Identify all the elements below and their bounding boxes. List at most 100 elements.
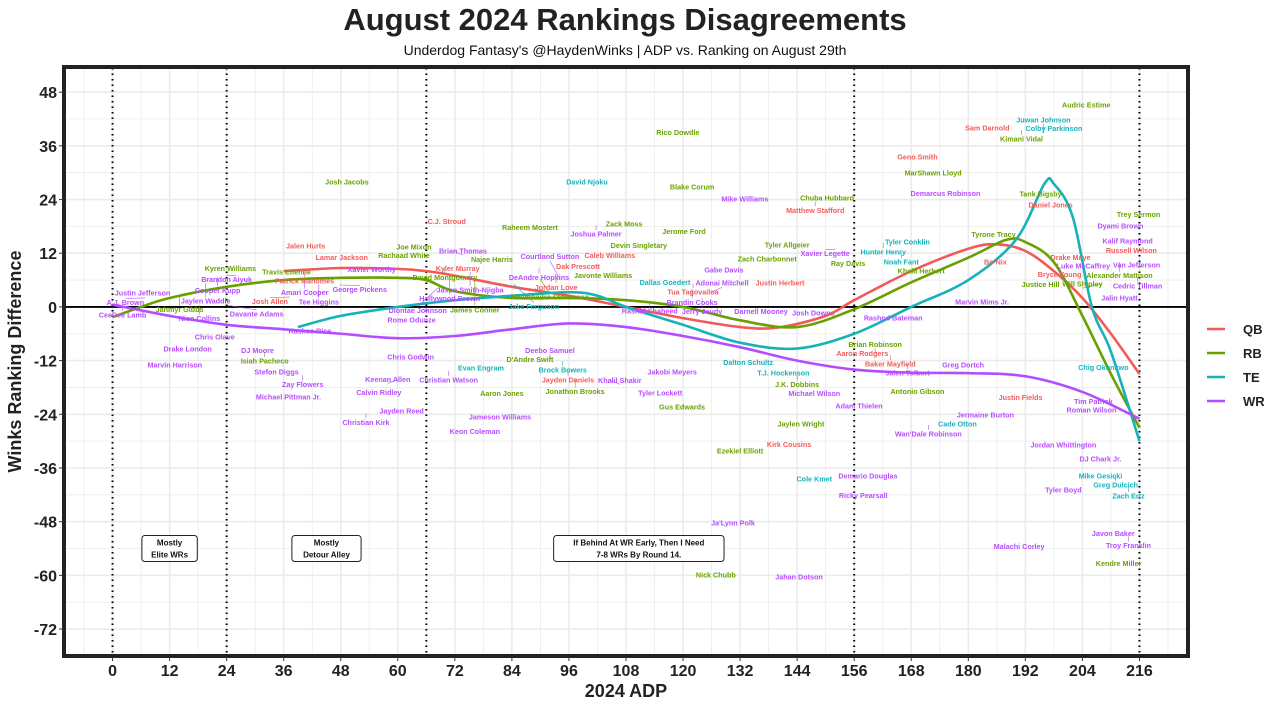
- label-leader-line: [1082, 283, 1103, 289]
- player-label: MarShawn Lloyd: [905, 169, 962, 178]
- player-label: Blake Corum: [670, 183, 714, 192]
- label-leader-line: [226, 304, 257, 311]
- y-tick-label: -48: [34, 515, 57, 532]
- y-tick-label: -72: [34, 622, 57, 639]
- x-tick-label: 132: [727, 663, 754, 680]
- player-label: Ja'Lynn Polk: [711, 519, 755, 528]
- player-label: Antonio Gibson: [890, 387, 944, 396]
- player-label: Christian Watson: [419, 375, 478, 384]
- player-label: Demario Douglas: [838, 472, 897, 481]
- player-label: Tank Bigsby: [1019, 190, 1061, 199]
- player-label: Demarcus Robinson: [911, 189, 981, 198]
- player-label: Adonai Mitchell: [695, 279, 748, 288]
- player-label: Tee Higgins: [299, 298, 339, 307]
- player-label: Caleb Williams: [584, 251, 635, 260]
- player-label: Noah Fant: [884, 258, 920, 267]
- player-label: Patrick Mahomes: [275, 277, 334, 286]
- player-label: Devin Singletary: [611, 241, 667, 250]
- x-tick-label: 156: [841, 663, 868, 680]
- y-tick-label: 48: [39, 85, 57, 102]
- player-label: Jonathon Brooks: [546, 387, 605, 396]
- player-label: Colby Parkinson: [1026, 124, 1083, 133]
- player-label: Najee Harris: [471, 255, 513, 264]
- x-tick-label: 168: [898, 663, 925, 680]
- x-tick-label: 48: [332, 663, 350, 680]
- trend-line-te: [297, 176, 1141, 442]
- plot-border: [62, 65, 1190, 658]
- player-label: Bo Nix: [984, 258, 1007, 267]
- label-leader-line: [711, 286, 723, 293]
- player-label: Jakobi Meyers: [647, 368, 697, 377]
- player-label: Jaxon Smith-Njigba: [437, 286, 505, 295]
- player-label: Zach Charbonnet: [738, 255, 798, 264]
- x-tick-label: 84: [503, 663, 521, 680]
- player-label: Brian Thomas: [439, 246, 487, 255]
- player-label: Michael Wilson: [788, 389, 840, 398]
- player-label: Dyami Brown: [1097, 221, 1143, 230]
- player-label: Cedric Tillman: [1113, 281, 1162, 290]
- player-label: Dalton Schultz: [723, 358, 773, 367]
- player-label: DJ Chark Jr.: [1079, 455, 1121, 464]
- player-label: Rachaad White: [378, 251, 430, 260]
- player-label: Keenan Allen: [365, 375, 410, 384]
- player-label: Josh Jacobs: [325, 178, 369, 187]
- player-label: Geno Smith: [897, 153, 937, 162]
- y-tick-label: -60: [34, 568, 57, 585]
- player-label: Michael Pittman Jr.: [256, 392, 321, 401]
- player-label: Justin Herbert: [756, 279, 805, 288]
- player-label: Javon Baker: [1092, 529, 1135, 538]
- player-label: Tyler Allgeier: [765, 241, 810, 250]
- player-label: Marvin Harrison: [147, 361, 202, 370]
- x-axis-title: 2024 ADP: [585, 681, 667, 701]
- player-label: Tyrone Tracy: [971, 230, 1015, 239]
- player-label: Javonte Williams: [574, 271, 632, 280]
- player-label: Sam Darnold: [965, 123, 1009, 132]
- x-tick-label: 144: [784, 663, 811, 680]
- player-label: T.J. Hockenson: [757, 369, 809, 378]
- player-label: Jalen Hurts: [286, 242, 325, 251]
- player-label: Roman Wilson: [1067, 405, 1117, 414]
- annotation-text: Mostly: [314, 539, 340, 548]
- player-label: C.J. Stroud: [428, 217, 466, 226]
- annotation-text: Mostly: [157, 539, 183, 548]
- player-label: Jayden Reed: [379, 407, 423, 416]
- player-label: Joshua Palmer: [570, 230, 621, 239]
- y-tick-label: -12: [34, 354, 57, 371]
- player-label: Travis Etienne: [262, 268, 311, 277]
- player-label: Khalil Herbert: [898, 267, 946, 276]
- player-label: Jalin Hyatt: [1101, 293, 1138, 302]
- player-label: Jayden Daniels: [542, 375, 594, 384]
- player-label: Mike Gesicki: [1079, 472, 1123, 481]
- player-label: Evan Engram: [458, 363, 504, 372]
- annotation-box: [291, 535, 362, 563]
- player-label: Aaron Jones: [480, 389, 524, 398]
- player-label: Van Jefferson: [1113, 260, 1160, 269]
- player-label: Dak Prescott: [556, 262, 601, 271]
- player-label: Jahan Dotson: [775, 573, 823, 582]
- player-label: Josh Downs: [792, 309, 834, 318]
- player-label: Cade Otton: [938, 420, 977, 429]
- player-label: Nick Chubb: [696, 570, 737, 579]
- player-label: Brock Bowers: [539, 366, 587, 375]
- player-label: Brandon Aiyuk: [201, 275, 252, 284]
- player-label: Drake London: [163, 344, 211, 353]
- player-label: Rashod Bateman: [864, 314, 923, 323]
- player-label: Justin Fields: [999, 393, 1043, 402]
- label-leader-line: [513, 283, 535, 303]
- player-label: Tyler Lockett: [638, 388, 683, 397]
- player-label: Christian Kirk: [342, 418, 389, 427]
- x-tick-label: 72: [446, 663, 464, 680]
- x-tick-label: 216: [1126, 663, 1153, 680]
- player-label: Tyler Boyd: [1045, 485, 1082, 494]
- player-label: David Montgomery: [413, 273, 478, 282]
- player-label: Hollywood Brown: [419, 294, 480, 303]
- player-label: Daniel Jones: [1028, 200, 1072, 209]
- x-tick-label: 0: [108, 663, 117, 680]
- player-label: Audric Estime: [1062, 101, 1110, 110]
- player-label: CeeDee Lamb: [99, 311, 147, 320]
- player-label: Raheem Mostert: [502, 223, 559, 232]
- player-label: Tua Tagovailoa: [667, 288, 719, 297]
- player-label: Alexander Mattison: [1086, 271, 1152, 280]
- x-tick-label: 180: [955, 663, 982, 680]
- player-label: A.J. Brown: [107, 298, 145, 307]
